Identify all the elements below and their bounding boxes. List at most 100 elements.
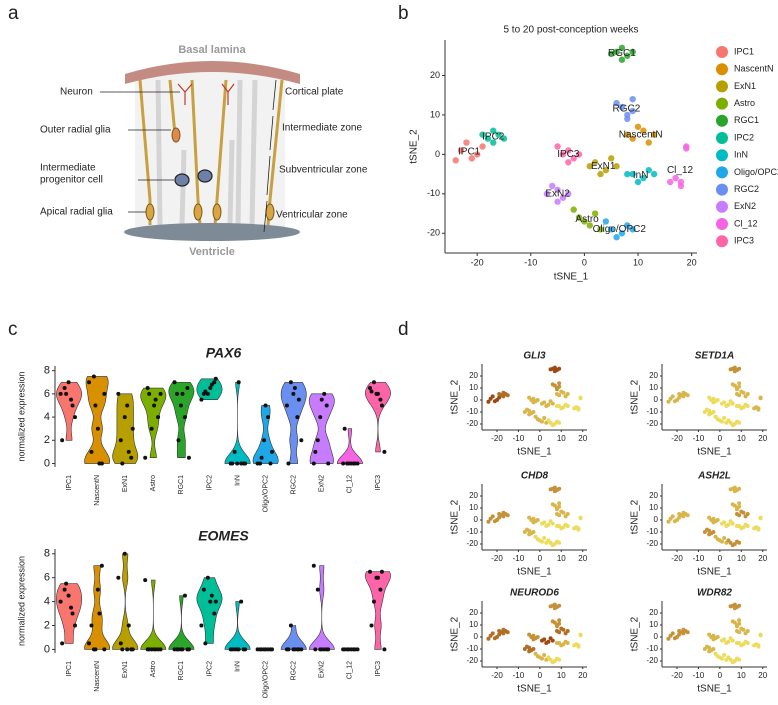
data-point: [205, 575, 210, 580]
feature-point: [501, 394, 506, 399]
panel-title: CHD8: [521, 471, 549, 482]
data-point: [172, 380, 177, 385]
feature-point: [675, 398, 679, 402]
data-point: [382, 647, 387, 652]
feature-point: [546, 418, 551, 423]
data-point: [185, 386, 190, 391]
data-point: [122, 551, 127, 556]
violin: [252, 405, 279, 464]
feature-point: [705, 527, 709, 532]
point: [640, 127, 647, 134]
feature-point: [559, 509, 564, 514]
data-point: [269, 647, 274, 652]
panel-label: c: [8, 319, 18, 340]
point: [554, 198, 561, 205]
feature-point: [537, 418, 542, 423]
data-point: [158, 391, 163, 396]
feature-point: [548, 604, 553, 609]
feature-point: [720, 521, 724, 526]
data-point: [286, 461, 291, 466]
feature-point: [745, 392, 750, 396]
feature-point: [724, 404, 729, 408]
x-tick-label: Oligo/OPC2: [262, 475, 269, 512]
feature-point: [739, 643, 744, 648]
x-tick-label: 20: [758, 671, 767, 680]
x-tick-label: 20: [578, 671, 587, 680]
cluster-label: Oligo/OPC2: [593, 224, 647, 235]
data-point: [122, 415, 127, 420]
feature-point: [576, 406, 581, 411]
panel-title: NEUROD6: [510, 588, 559, 599]
legend-swatch: [716, 200, 728, 213]
x-tick-label: 10: [557, 554, 566, 563]
data-point: [369, 389, 374, 394]
feature-point: [535, 635, 540, 639]
x-tick-label: Cl_12: [347, 475, 354, 493]
data-point: [58, 391, 63, 396]
y-tick-label: 0: [44, 457, 50, 469]
feature-point: [681, 510, 686, 515]
x-tick-label: -20: [491, 434, 503, 443]
feature-point: [726, 655, 731, 660]
data-point: [266, 415, 271, 420]
data-point: [102, 647, 107, 652]
y-tick-label: -10: [466, 527, 478, 536]
feature-point: [720, 401, 724, 406]
data-point: [288, 380, 293, 385]
violin: [168, 381, 195, 459]
point: [672, 174, 679, 182]
feature-point: [732, 369, 737, 374]
x-tick-label: Astro: [150, 475, 157, 491]
x-tick-label: Oligo/OPC2: [262, 661, 269, 698]
legend-label: IPC2: [734, 132, 754, 142]
feature-point: [737, 420, 742, 425]
feature-point: [542, 536, 547, 540]
feature-point: [735, 392, 739, 396]
cluster-label: Astro: [575, 214, 599, 225]
data-point: [69, 397, 74, 402]
chart-title: EOMES: [198, 528, 249, 544]
point: [634, 123, 642, 130]
legend-label: RGC2: [734, 184, 759, 194]
feature-point: [735, 624, 739, 629]
x-tick-label: -20: [471, 257, 484, 267]
data-point: [89, 449, 94, 454]
feature-point: [732, 602, 737, 607]
point: [500, 135, 508, 142]
x-tick-label: 10: [557, 671, 566, 680]
data-point: [292, 647, 297, 652]
violin: [280, 381, 307, 464]
legend-swatch: [716, 149, 728, 162]
x-axis-label: tSNE_1: [517, 684, 552, 695]
data-point: [186, 455, 191, 460]
data-point: [319, 647, 324, 652]
data-point: [91, 374, 96, 379]
feature-point: [670, 631, 675, 636]
data-point: [311, 461, 316, 466]
point: [565, 190, 572, 198]
data-point: [73, 415, 78, 420]
y-tick-label: 0: [654, 515, 659, 524]
feature-point: [715, 398, 720, 402]
feature-point: [739, 509, 744, 514]
x-tick-label: IPC3: [375, 475, 382, 491]
x-tick-label: RGC1: [178, 661, 185, 681]
y-tick-label: -10: [646, 644, 658, 653]
x-axis-label: tSNE_1: [697, 567, 732, 578]
point: [624, 115, 631, 123]
feature-point: [505, 513, 510, 518]
cluster-label: IPC2: [482, 131, 505, 142]
legend-label: RGC1: [734, 115, 759, 125]
panel-label: b: [398, 3, 409, 24]
x-tick-label: -10: [693, 554, 705, 563]
feature-point: [550, 401, 555, 406]
point: [683, 145, 690, 152]
feature-point: [557, 501, 562, 506]
feature-point: [745, 629, 750, 633]
y-tick-label: -20: [427, 228, 440, 238]
x-tick-label: -20: [491, 671, 503, 680]
point: [624, 131, 631, 138]
point: [645, 139, 652, 146]
point: [549, 182, 556, 190]
data-point: [147, 647, 152, 652]
